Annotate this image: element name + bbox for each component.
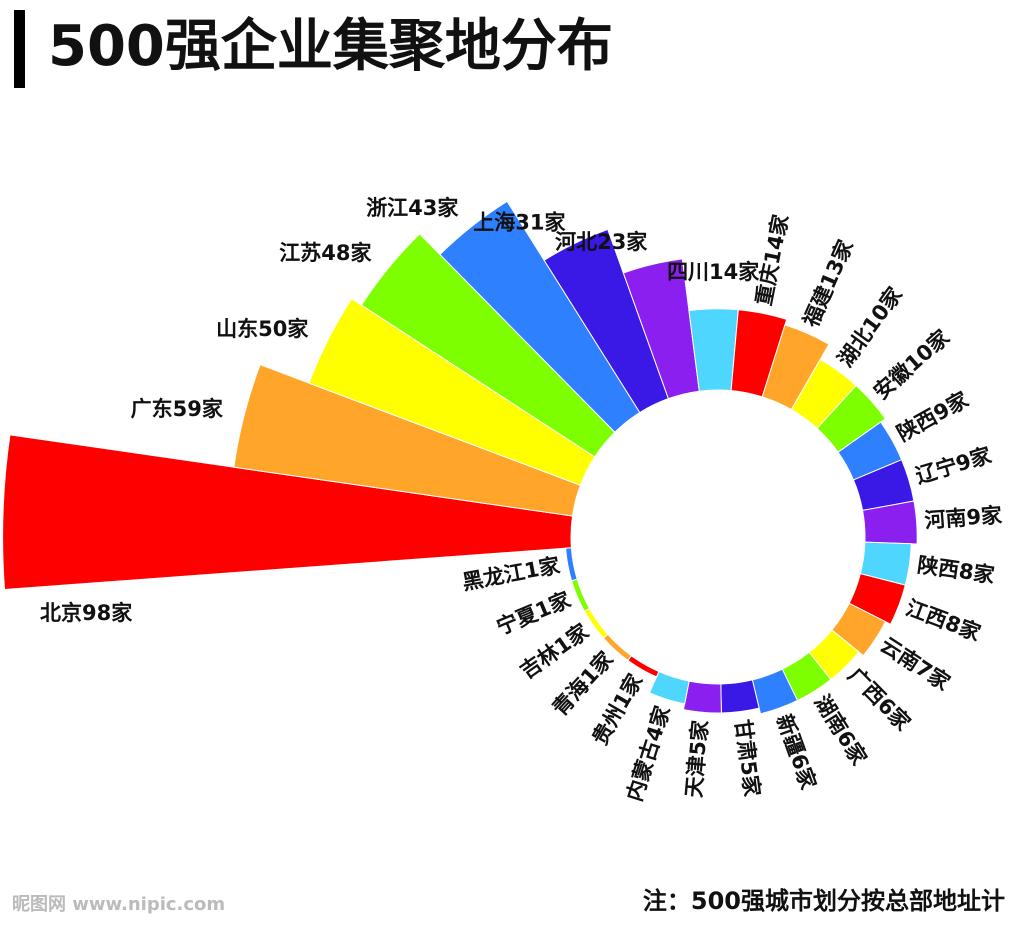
- bar: [439, 200, 641, 433]
- value-label: 上海31家: [473, 210, 566, 234]
- value-label: 广西6家: [843, 663, 915, 736]
- value-label: 河北23家: [555, 230, 648, 254]
- value-label: 内蒙古4家: [622, 702, 675, 804]
- bar: [682, 680, 722, 714]
- value-label: 新疆6家: [772, 711, 821, 793]
- value-label: 福建13家: [798, 235, 858, 331]
- watermark: 昵图网 www.nipic.com: [12, 894, 225, 915]
- value-label: 河南9家: [924, 503, 1004, 533]
- bar: [622, 258, 700, 400]
- bar: [233, 364, 582, 517]
- value-label: 天津5家: [682, 718, 713, 798]
- value-label: 辽宁9家: [913, 443, 995, 488]
- value-label: 北京98家: [40, 601, 133, 625]
- value-label: 陕西8家: [916, 553, 997, 588]
- value-label: 陕西9家: [893, 387, 973, 446]
- value-label: 黑龙江1家: [460, 553, 562, 595]
- wedges: [2, 200, 918, 715]
- chart-title: 500强企业集聚地分布: [48, 14, 613, 79]
- bar: [848, 572, 906, 625]
- bar: [648, 670, 690, 705]
- value-label: 甘肃5家: [731, 718, 765, 799]
- bar: [360, 233, 616, 458]
- bar: [720, 679, 760, 714]
- bar: [730, 309, 788, 398]
- value-label: 四川14家: [667, 260, 760, 284]
- bar: [565, 547, 578, 582]
- bar: [751, 668, 799, 715]
- title-bar: [14, 10, 25, 88]
- note: 注：500强城市划分按总部地址计: [643, 887, 1005, 915]
- bar: [861, 500, 918, 545]
- value-label: 云南7家: [876, 633, 955, 696]
- bar: [543, 228, 670, 414]
- value-label: 江苏48家: [279, 241, 372, 265]
- value-label: 湖南6家: [810, 691, 872, 770]
- bar: [831, 602, 887, 657]
- value-label: 山东50家: [216, 317, 309, 341]
- value-label: 安徽10家: [869, 325, 955, 405]
- bar: [816, 384, 887, 453]
- inner-circle: [572, 391, 864, 683]
- bar: [308, 298, 596, 486]
- value-label: 广东59家: [131, 397, 224, 421]
- value-label: 浙江43家: [366, 196, 459, 220]
- bar: [2, 434, 574, 591]
- bar: [761, 324, 830, 411]
- value-label: 江西8家: [903, 596, 985, 646]
- value-label: 湖北10家: [833, 282, 907, 371]
